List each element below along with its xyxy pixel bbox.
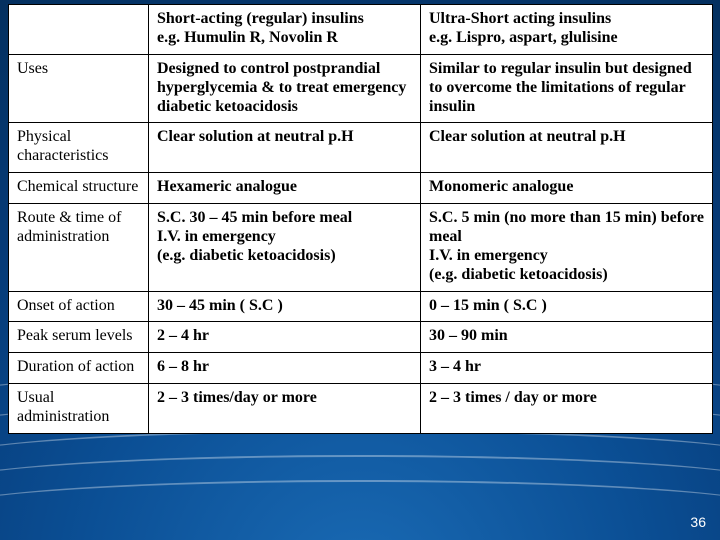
cell-ultra-short: Similar to regular insulin but designed … bbox=[421, 54, 713, 123]
row-label: Uses bbox=[9, 54, 149, 123]
row-label: Peak serum levels bbox=[9, 322, 149, 353]
table-row: Peak serum levels2 – 4 hr30 – 90 min bbox=[9, 322, 713, 353]
cell-ultra-short: S.C. 5 min (no more than 15 min) before … bbox=[421, 204, 713, 292]
header-short-acting: Short-acting (regular) insulins e.g. Hum… bbox=[149, 5, 421, 55]
cell-short-acting: 6 – 8 hr bbox=[149, 353, 421, 384]
cell-short-acting: Hexameric analogue bbox=[149, 173, 421, 204]
cell-short-acting: S.C. 30 – 45 min before meal I.V. in eme… bbox=[149, 204, 421, 292]
wave-line bbox=[0, 455, 720, 517]
table-row: Physical characteristicsClear solution a… bbox=[9, 123, 713, 173]
cell-short-acting: 2 – 3 times/day or more bbox=[149, 384, 421, 434]
cell-short-acting: Clear solution at neutral p.H bbox=[149, 123, 421, 173]
slide: Short-acting (regular) insulins e.g. Hum… bbox=[0, 0, 720, 540]
header-ultra-short: Ultra-Short acting insulins e.g. Lispro,… bbox=[421, 5, 713, 55]
cell-ultra-short: 30 – 90 min bbox=[421, 322, 713, 353]
row-label: Onset of action bbox=[9, 291, 149, 322]
table-row: Usual administration2 – 3 times/day or m… bbox=[9, 384, 713, 434]
table-row: UsesDesigned to control postprandial hyp… bbox=[9, 54, 713, 123]
row-label: Usual administration bbox=[9, 384, 149, 434]
cell-ultra-short: Monomeric analogue bbox=[421, 173, 713, 204]
cell-ultra-short: 2 – 3 times / day or more bbox=[421, 384, 713, 434]
cell-short-acting: 2 – 4 hr bbox=[149, 322, 421, 353]
table-header-row: Short-acting (regular) insulins e.g. Hum… bbox=[9, 5, 713, 55]
row-label: Chemical structure bbox=[9, 173, 149, 204]
row-label: Duration of action bbox=[9, 353, 149, 384]
cell-short-acting: Designed to control postprandial hypergl… bbox=[149, 54, 421, 123]
table-row: Chemical structureHexameric analogueMono… bbox=[9, 173, 713, 204]
cell-short-acting: 30 – 45 min ( S.C ) bbox=[149, 291, 421, 322]
row-label: Physical characteristics bbox=[9, 123, 149, 173]
table-row: Route & time of administrationS.C. 30 – … bbox=[9, 204, 713, 292]
wave-line bbox=[0, 430, 720, 492]
header-blank-cell bbox=[9, 5, 149, 55]
cell-ultra-short: 3 – 4 hr bbox=[421, 353, 713, 384]
table-row: Onset of action30 – 45 min ( S.C )0 – 15… bbox=[9, 291, 713, 322]
table-row: Duration of action6 – 8 hr3 – 4 hr bbox=[9, 353, 713, 384]
wave-line bbox=[0, 480, 720, 540]
cell-ultra-short: 0 – 15 min ( S.C ) bbox=[421, 291, 713, 322]
page-number: 36 bbox=[690, 514, 706, 530]
row-label: Route & time of administration bbox=[9, 204, 149, 292]
cell-ultra-short: Clear solution at neutral p.H bbox=[421, 123, 713, 173]
insulin-comparison-table: Short-acting (regular) insulins e.g. Hum… bbox=[8, 4, 713, 434]
